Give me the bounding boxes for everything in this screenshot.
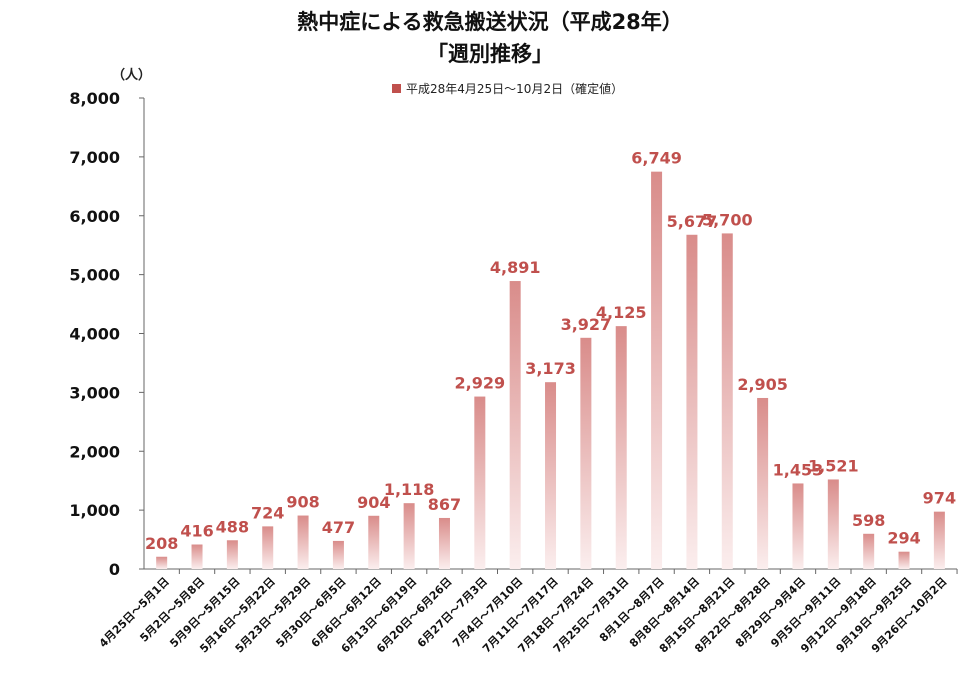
data-label: 908 (286, 493, 319, 512)
bar (545, 382, 557, 569)
y-tick-label: 1,000 (69, 501, 120, 520)
data-label: 208 (145, 534, 178, 553)
data-label: 904 (357, 493, 390, 512)
y-tick-label: 7,000 (69, 148, 120, 167)
bar (156, 556, 168, 569)
x-tick-label: 8月1日～8月7日 (597, 575, 667, 645)
bar (332, 540, 344, 569)
y-tick-label: 0 (109, 560, 120, 579)
bar (191, 544, 203, 569)
bar (827, 479, 839, 569)
bar (226, 540, 238, 569)
legend-label: 平成28年4月25日～10月2日（確定値） (406, 82, 624, 96)
legend-swatch (392, 84, 401, 93)
bar (580, 337, 592, 569)
data-label: 598 (852, 511, 885, 530)
data-label: 4,891 (490, 258, 541, 277)
y-tick-label: 8,000 (69, 89, 120, 108)
bar (757, 397, 769, 569)
x-tick-label: 5月2日～5月8日 (137, 575, 207, 645)
y-tick-label: 5,000 (69, 266, 120, 285)
data-label: 416 (180, 522, 213, 541)
data-label: 6,749 (631, 149, 682, 168)
data-label: 1,118 (384, 480, 435, 499)
bar (651, 171, 663, 569)
data-label: 5,700 (702, 210, 753, 229)
bar (898, 551, 910, 569)
chart-subtitle: 「週別推移」 (427, 42, 553, 66)
bar (615, 326, 627, 569)
data-label: 1,521 (808, 456, 859, 475)
y-axis-unit: （人） (112, 67, 151, 83)
bar (297, 515, 309, 569)
bar (262, 526, 274, 569)
legend: 平成28年4月25日～10月2日（確定値） (392, 80, 623, 97)
bar (792, 483, 804, 569)
bar (438, 517, 450, 569)
data-label: 724 (251, 503, 284, 522)
bar (368, 515, 380, 569)
data-label: 488 (216, 517, 249, 536)
bar (686, 234, 698, 569)
bar (509, 281, 521, 569)
bar (403, 503, 415, 569)
bar (474, 396, 486, 569)
data-label: 477 (322, 518, 355, 537)
bar (721, 233, 733, 569)
bar (863, 533, 875, 569)
data-label: 5,677 (667, 212, 718, 231)
y-tick-label: 4,000 (69, 325, 120, 344)
data-label: 294 (887, 529, 920, 548)
data-label: 867 (428, 495, 461, 514)
chart-title: 熱中症による救急搬送状況（平成28年） (297, 10, 683, 34)
data-label: 974 (923, 489, 956, 508)
data-label: 1,453 (773, 460, 824, 479)
data-label: 4,125 (596, 303, 647, 322)
data-label: 2,929 (455, 374, 506, 393)
y-tick-label: 3,000 (69, 383, 120, 402)
y-tick-label: 2,000 (69, 442, 120, 461)
bar (933, 511, 945, 569)
data-label: 3,927 (561, 315, 612, 334)
data-label: 3,173 (525, 359, 576, 378)
data-label: 2,905 (737, 375, 788, 394)
y-tick-label: 6,000 (69, 207, 120, 226)
